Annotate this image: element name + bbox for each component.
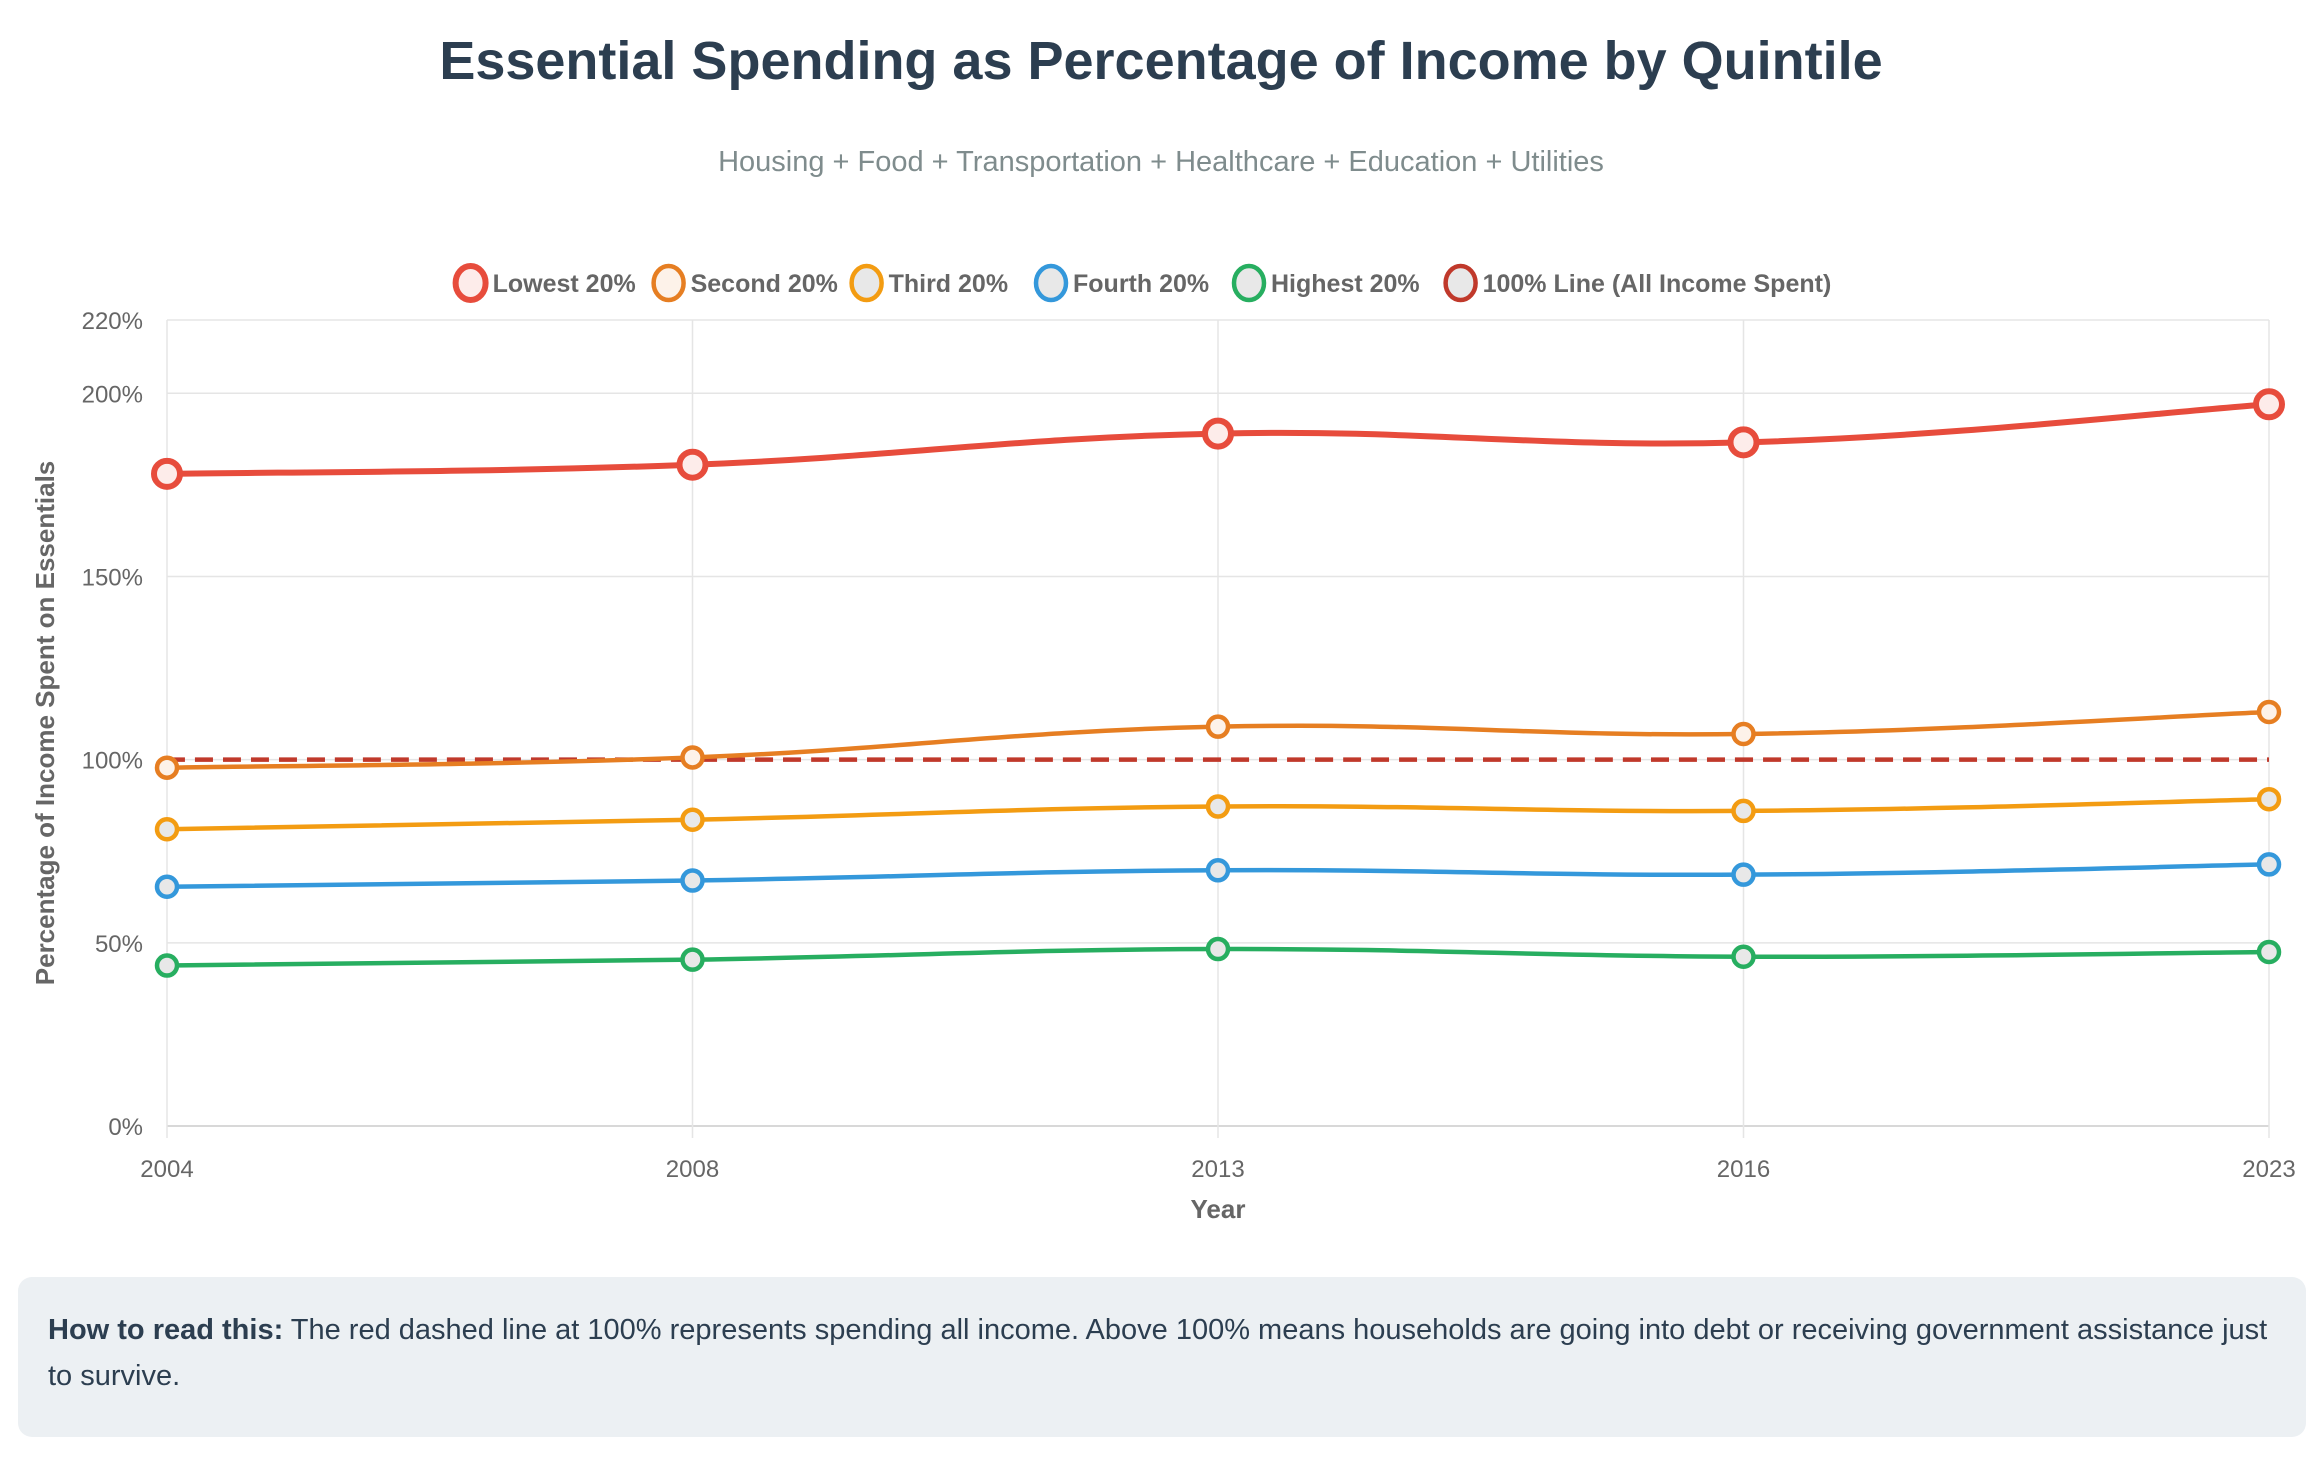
data-point [1731, 721, 1756, 747]
x-tick-label: 2004 [140, 1156, 193, 1183]
data-point [676, 448, 709, 481]
note-heading: How to read this: [48, 1314, 284, 1346]
y-tick-label: 150% [82, 564, 143, 591]
y-tick-label: 100% [82, 748, 143, 775]
data-point [1205, 936, 1231, 962]
data-point [1205, 714, 1231, 739]
data-point [154, 816, 180, 842]
legend-label: 100% Line (All Income Spent) [1483, 270, 1832, 298]
y-tick-label: 200% [82, 381, 143, 408]
data-point [1727, 426, 1760, 459]
data-point [680, 807, 705, 832]
data-point [1202, 417, 1234, 450]
legend-label: Highest 20% [1271, 270, 1420, 298]
data-point [1731, 944, 1756, 969]
legend-item[interactable]: Third 20% [849, 263, 1008, 303]
chart-title: Essential Spending as Percentage of Inco… [439, 31, 1883, 91]
data-point [2256, 852, 2282, 877]
x-tick-label: 2008 [666, 1156, 719, 1183]
x-tick-label: 2016 [1717, 1156, 1770, 1183]
data-point [2253, 388, 2285, 421]
data-point [680, 745, 705, 770]
legend-label: Third 20% [889, 270, 1008, 298]
legend-swatch [1231, 263, 1267, 303]
x-tick-label: 2023 [2242, 1156, 2295, 1183]
legend-item[interactable]: Second 20% [651, 263, 838, 303]
legend-label: Fourth 20% [1073, 270, 1209, 298]
how-to-read-note: How to read this: The red dashed line at… [18, 1277, 2306, 1437]
data-point [1731, 862, 1756, 887]
legend-item[interactable]: Highest 20% [1231, 263, 1420, 303]
data-point [1205, 794, 1231, 819]
y-tick-label: 0% [108, 1114, 143, 1141]
legend-label: Lowest 20% [493, 270, 636, 298]
legend-swatch [452, 263, 489, 303]
legend-swatch [1033, 263, 1069, 303]
y-tick-label: 50% [95, 931, 143, 958]
data-point [680, 947, 705, 972]
data-point [2256, 699, 2282, 725]
note-text: The red dashed line at 100% represents s… [48, 1314, 2268, 1392]
legend-item[interactable]: Fourth 20% [1033, 263, 1209, 303]
y-tick-label: 220% [82, 308, 143, 335]
data-point [151, 457, 183, 490]
data-point [154, 874, 180, 900]
data-point [2256, 786, 2282, 812]
data-point [680, 868, 705, 893]
data-point [1205, 858, 1231, 883]
legend-swatch [651, 263, 686, 303]
y-axis-title: Percentage of Income Spent on Essentials [30, 461, 60, 985]
legend-label: Second 20% [691, 270, 838, 298]
chart-subtitle: Housing + Food + Transportation + Health… [718, 146, 1604, 178]
data-point [2256, 939, 2282, 965]
x-axis-title: Year [1191, 1194, 1246, 1224]
data-point [154, 953, 180, 978]
x-tick-label: 2013 [1191, 1156, 1244, 1183]
data-point [1731, 798, 1756, 824]
legend-item[interactable]: Lowest 20% [452, 263, 636, 303]
legend-swatch [849, 263, 884, 303]
legend-item[interactable]: 100% Line (All Income Spent) [1443, 263, 1832, 303]
legend-swatch [1443, 263, 1478, 303]
data-point [154, 755, 180, 780]
line-chart: 0% 50% 100% 150% 200% 220% 2004 2008 2013 2016 202… [30, 263, 2296, 1224]
